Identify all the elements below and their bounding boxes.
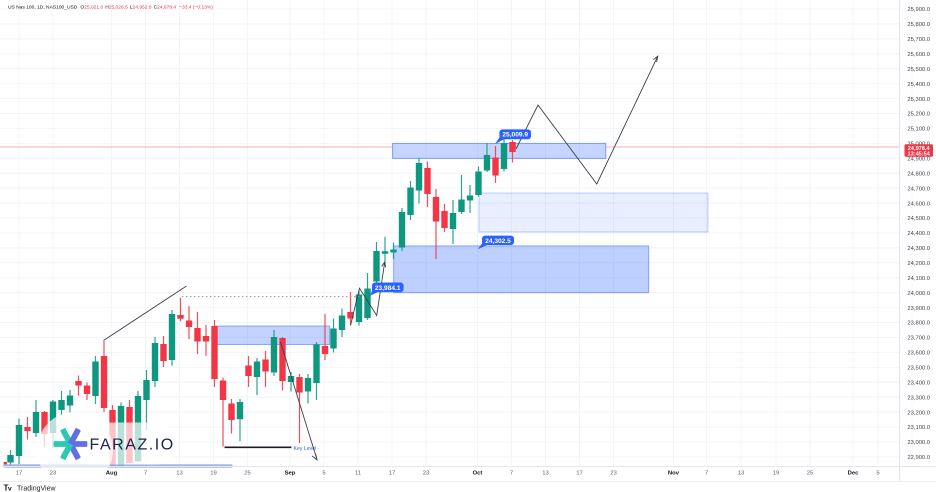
svg-text:11: 11 — [355, 471, 361, 477]
svg-text:25,500.0: 25,500.0 — [907, 67, 930, 73]
svg-text:25: 25 — [244, 471, 251, 477]
svg-text:23: 23 — [610, 471, 617, 477]
svg-text:24,978.4: 24,978.4 — [908, 146, 931, 152]
svg-text:5: 5 — [322, 471, 326, 477]
svg-text:23,300.0: 23,300.0 — [907, 395, 930, 401]
svg-text:7: 7 — [510, 471, 513, 477]
svg-text:17: 17 — [16, 471, 23, 477]
svg-text:24,200.0: 24,200.0 — [907, 261, 930, 267]
svg-text:Tv: Tv — [4, 484, 12, 492]
svg-text:23,200.0: 23,200.0 — [907, 410, 930, 416]
svg-text:25,900.0: 25,900.0 — [907, 7, 930, 13]
svg-text:25,800.0: 25,800.0 — [907, 22, 930, 28]
svg-text:Nov: Nov — [668, 471, 680, 477]
svg-text:24,900.0: 24,900.0 — [907, 157, 930, 163]
svg-text:25,700.0: 25,700.0 — [907, 37, 930, 43]
svg-text:23,100.0: 23,100.0 — [907, 425, 930, 431]
svg-text:23,000.0: 23,000.0 — [907, 440, 930, 446]
svg-text:23: 23 — [50, 471, 57, 477]
svg-text:24,100.0: 24,100.0 — [907, 276, 930, 282]
svg-text:Oct: Oct — [473, 471, 483, 477]
svg-text:24,300.0: 24,300.0 — [907, 246, 930, 252]
svg-text:24,700.0: 24,700.0 — [907, 186, 930, 192]
svg-text:7: 7 — [705, 471, 708, 477]
svg-text:5: 5 — [876, 471, 880, 477]
svg-text:24,000.0: 24,000.0 — [907, 291, 930, 297]
svg-text:13: 13 — [176, 471, 183, 477]
svg-text:25: 25 — [807, 471, 814, 477]
svg-text:17: 17 — [576, 471, 583, 477]
svg-text:24,600.0: 24,600.0 — [907, 201, 930, 207]
svg-text:24,400.0: 24,400.0 — [907, 231, 930, 237]
svg-text:23,400.0: 23,400.0 — [907, 380, 930, 386]
svg-text:23: 23 — [423, 471, 430, 477]
svg-text:23,984.1: 23,984.1 — [375, 285, 401, 292]
svg-text:25,300.0: 25,300.0 — [907, 97, 930, 103]
svg-text:17: 17 — [389, 471, 396, 477]
svg-text:24,500.0: 24,500.0 — [907, 216, 930, 222]
svg-text:23,900.0: 23,900.0 — [907, 306, 930, 312]
svg-text:TradingView: TradingView — [17, 485, 56, 492]
svg-text:Aug: Aug — [106, 471, 118, 477]
svg-text:25,100.0: 25,100.0 — [907, 127, 930, 133]
svg-text:23,700.0: 23,700.0 — [907, 336, 930, 342]
svg-text:Dec: Dec — [848, 471, 860, 477]
svg-text:25,600.0: 25,600.0 — [907, 52, 930, 58]
svg-text:24,800.0: 24,800.0 — [907, 171, 930, 177]
svg-text:FARAZ.IO: FARAZ.IO — [90, 437, 175, 454]
svg-text:22,900.0: 22,900.0 — [907, 455, 930, 461]
svg-text:Sep: Sep — [285, 471, 296, 477]
svg-text:13: 13 — [542, 471, 549, 477]
svg-text:13:45:54: 13:45:54 — [907, 152, 930, 158]
svg-text:24,302.5: 24,302.5 — [485, 238, 511, 245]
svg-text:19: 19 — [773, 471, 780, 477]
svg-text:23,500.0: 23,500.0 — [907, 366, 930, 372]
svg-text:Key Level ·: Key Level · — [294, 446, 320, 452]
svg-text:13: 13 — [738, 471, 745, 477]
svg-text:25,009.9: 25,009.9 — [502, 132, 528, 139]
svg-text:25,400.0: 25,400.0 — [907, 82, 930, 88]
svg-text:7: 7 — [144, 471, 147, 477]
svg-text:25,200.0: 25,200.0 — [907, 112, 930, 118]
svg-text:23,800.0: 23,800.0 — [907, 321, 930, 327]
svg-text:19: 19 — [210, 471, 217, 477]
svg-text:23,600.0: 23,600.0 — [907, 351, 930, 357]
